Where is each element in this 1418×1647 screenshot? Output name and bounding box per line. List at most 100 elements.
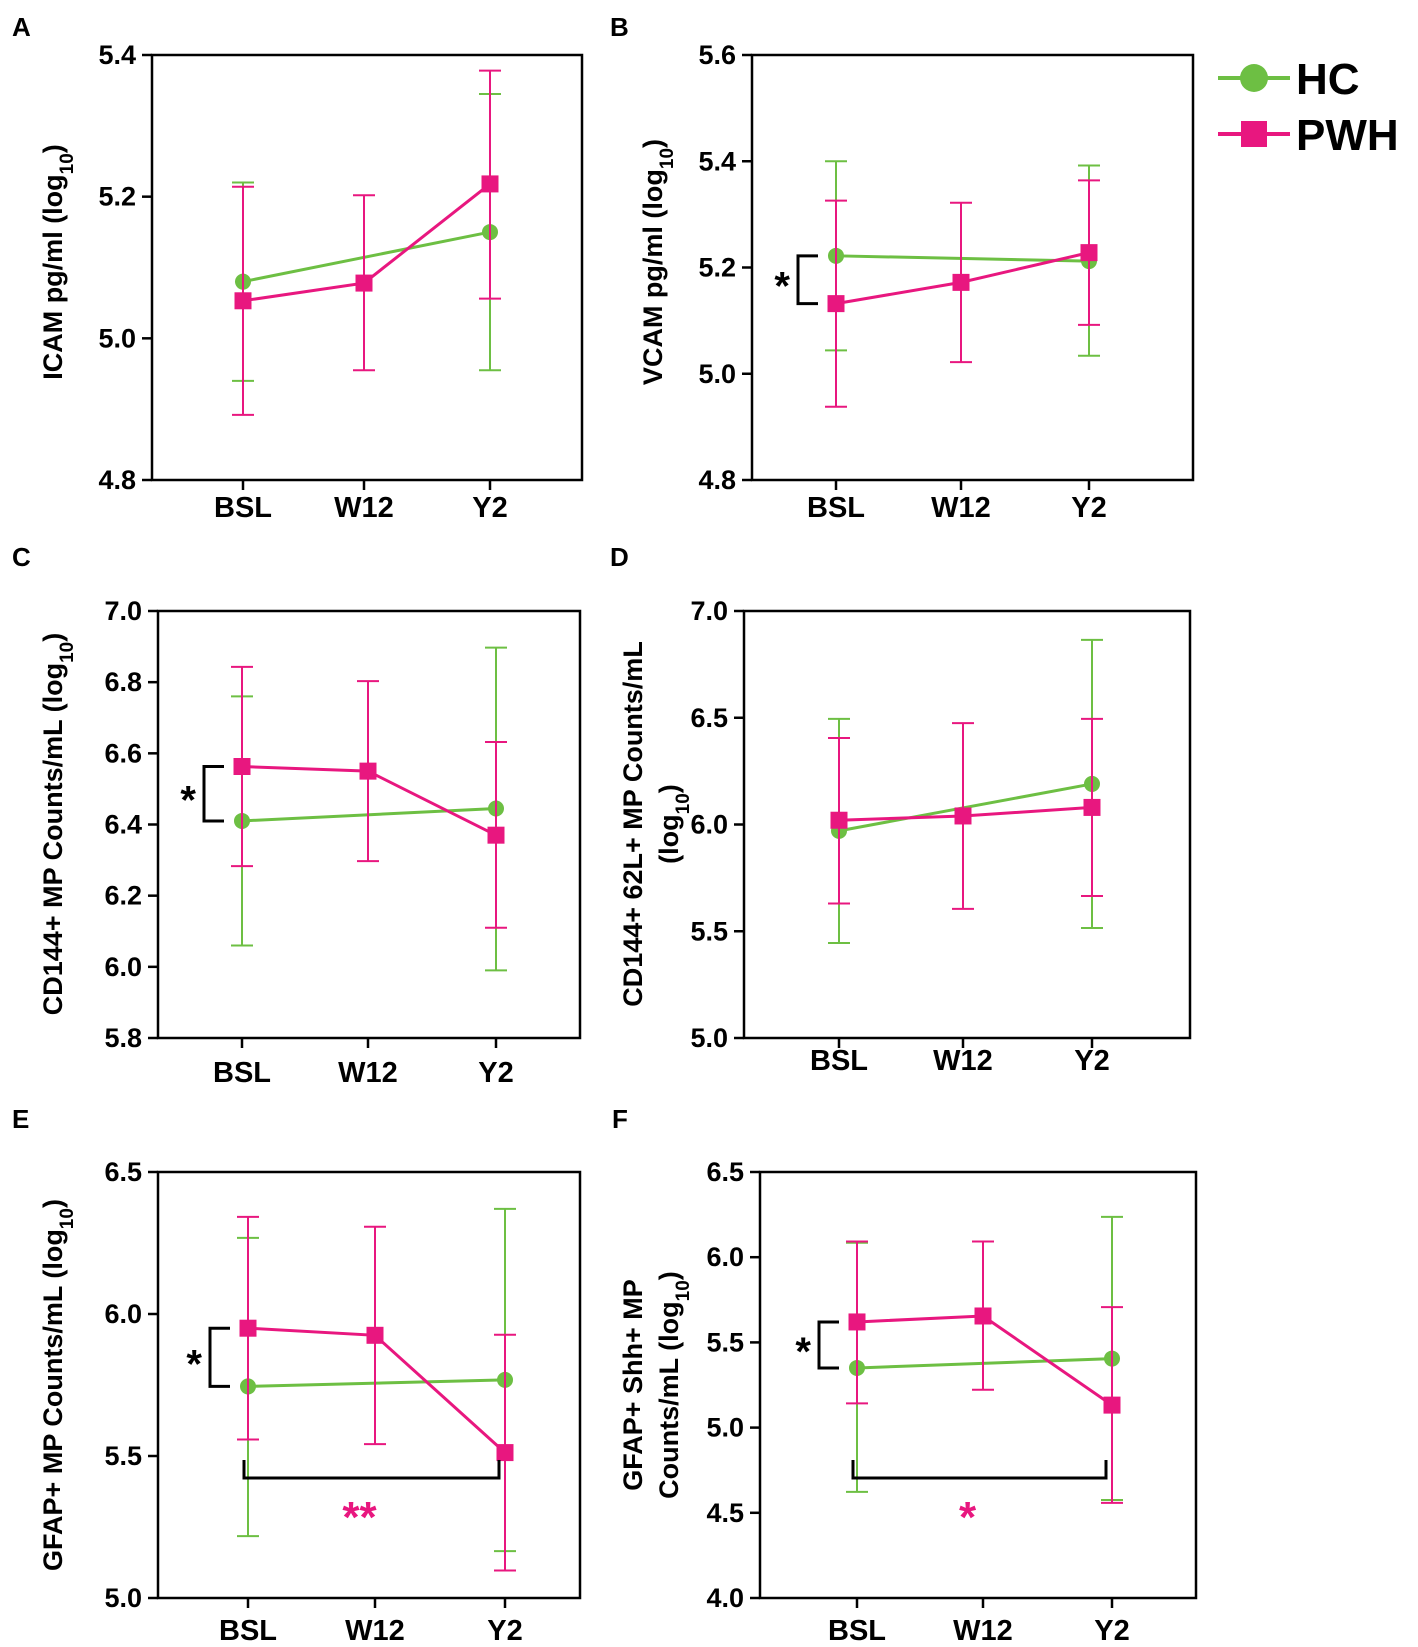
legend-item-hc: HC: [1218, 55, 1360, 104]
legend-label: PWH: [1296, 111, 1399, 160]
data-point-pwh: [830, 811, 848, 829]
y-axis-label-part: 10: [57, 153, 78, 174]
significance-star: *: [795, 1330, 811, 1374]
series-hc: [846, 1215, 1123, 1502]
y-tick-label: 5.0: [698, 359, 736, 389]
y-tick-label: 5.0: [706, 1413, 744, 1443]
x-tick-label: BSL: [828, 1615, 886, 1647]
series-pwh: [231, 665, 507, 929]
y-axis-label-part: GFAP+ Shh+ MP: [618, 1279, 648, 1491]
longitudinal-significance: *: [959, 1493, 977, 1542]
y-axis-label: GFAP+ Shh+ MP Counts/mL (log10): [618, 1271, 694, 1499]
data-point-pwh: [1083, 798, 1101, 816]
y-axis-label-part: CD144+ MP Counts/mL (log: [38, 663, 68, 1015]
x-tick-label: BSL: [219, 1615, 277, 1647]
y-tick-label: 7.0: [104, 596, 142, 626]
y-tick-label: 5.8: [104, 1023, 142, 1053]
data-point-pwh: [848, 1313, 866, 1331]
series-pwh: [237, 1215, 516, 1572]
legend-item-pwh: PWH: [1218, 111, 1399, 160]
y-tick-label: 4.8: [98, 465, 136, 495]
x-tick-label: Y2: [1071, 492, 1106, 524]
y-axis-label-part: CD144+ 62L+ MP Counts/mL: [618, 641, 648, 1007]
y-tick-label: 5.5: [690, 916, 728, 946]
y-tick-label: 5.2: [98, 182, 136, 212]
y-axis-label-part: ): [38, 633, 68, 642]
y-tick-label: 6.0: [104, 1299, 142, 1329]
x-tick-label: Y2: [487, 1615, 522, 1647]
x-tick-label: BSL: [214, 492, 272, 524]
x-tick-label: W12: [953, 1615, 1013, 1647]
panel-letter: B: [610, 12, 629, 42]
y-tick-label: 6.0: [104, 952, 142, 982]
y-tick-label: 4.8: [698, 465, 736, 495]
y-axis-label-part: VCAM pg/ml (log: [638, 169, 668, 385]
panel-e: E 5.0 5.5 6.0 6.5 BSL W12 Y2 GFAP+ MP Counts/mL …: [12, 1104, 582, 1647]
significance-bracket: [208, 1326, 230, 1388]
data-point-pwh: [1103, 1396, 1121, 1414]
y-tick-label: 5.0: [104, 1583, 142, 1613]
y-tick-label: 4.0: [706, 1583, 744, 1613]
x-tick-label: Y2: [1094, 1615, 1129, 1647]
x-tick-label: BSL: [807, 492, 865, 524]
series-pwh: [825, 179, 1100, 408]
data-point-pwh: [366, 1326, 384, 1344]
panel-letter: E: [12, 1104, 29, 1134]
x-tick-label: BSL: [213, 1057, 271, 1089]
series-line: [856, 1357, 1113, 1370]
y-axis-label-part: GFAP+ MP Counts/mL (log: [38, 1229, 68, 1571]
y-tick-label: 4.5: [706, 1498, 744, 1528]
y-tick-label: 6.5: [690, 703, 728, 733]
plot-frame: [156, 1170, 582, 1600]
x-tick-label: W12: [933, 1045, 993, 1077]
y-tick-label: 6.6: [104, 738, 142, 768]
series-line: [838, 782, 1093, 833]
y-axis-label-part: ): [38, 144, 68, 153]
legend-marker-square: [1241, 121, 1267, 147]
y-axis-label-part: ): [38, 1199, 68, 1208]
y-axis-label-part: 10: [57, 1208, 78, 1229]
y-axis-label-part: ): [654, 1271, 684, 1280]
significance-star: *: [186, 1342, 202, 1386]
panel-letter: F: [612, 1104, 628, 1134]
y-tick-label: 5.5: [706, 1327, 744, 1357]
y-axis-label-part: ICAM pg/ml (log: [38, 174, 68, 379]
series-hc: [232, 92, 501, 382]
series-line: [247, 1378, 506, 1388]
data-point-pwh: [487, 826, 505, 844]
panel-letter: A: [12, 12, 31, 42]
series-line: [247, 1326, 507, 1454]
x-tick-label: W12: [338, 1057, 398, 1089]
panel-c: C 5.8 6.0 6.2 6.4 6.6 6.8 7.0 BSL W12 Y2 CD144+ MP …: [12, 542, 582, 1089]
y-axis-label: GFAP+ MP Counts/mL (log10): [38, 1199, 78, 1571]
y-tick-label: 5.5: [104, 1441, 142, 1471]
y-axis-label-part: (log: [654, 814, 684, 863]
x-tick-label: W12: [334, 492, 394, 524]
y-tick-label: 5.2: [698, 253, 736, 283]
y-tick-label: 6.0: [690, 810, 728, 840]
data-point-pwh: [233, 757, 251, 775]
x-tick-label: W12: [931, 492, 991, 524]
legend-marker-circle: [1240, 64, 1268, 92]
legend-label: HC: [1296, 55, 1360, 104]
panel-f: F 4.0 4.5 5.0 5.5 6.0 6.5 BSL W12 Y2 GFAP+ Shh+ MP…: [612, 1104, 1198, 1647]
data-point-pwh: [239, 1319, 257, 1337]
y-tick-label: 7.0: [690, 596, 728, 626]
data-point-pwh: [481, 175, 499, 193]
data-point-pwh: [234, 292, 252, 310]
y-axis-label: ICAM pg/ml (log10): [38, 144, 78, 380]
y-axis-label-part: 10: [57, 642, 78, 663]
y-tick-label: 6.4: [104, 810, 142, 840]
x-tick-label: BSL: [810, 1045, 868, 1077]
longitudinal-bracket: [242, 1460, 501, 1480]
x-tick-label: Y2: [478, 1057, 513, 1089]
y-axis-label-part: ): [638, 139, 668, 148]
x-tick-label: Y2: [1074, 1045, 1109, 1077]
series-pwh: [232, 69, 501, 416]
y-axis-label: CD144+ 62L+ MP Counts/mL (log10): [618, 641, 694, 1007]
data-point-pwh: [355, 274, 373, 292]
panel-a: A 4.8 5.0 5.2 5.4 BSL W12 Y2 ICAM pg/ml (log10): [12, 12, 584, 524]
y-axis-label-part: ): [654, 784, 684, 793]
y-axis-label: CD144+ MP Counts/mL (log10): [38, 633, 78, 1015]
